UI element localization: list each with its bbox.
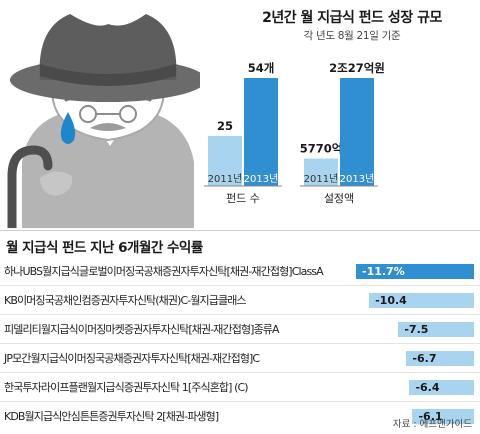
fund-name: KB이머징국공채인컴증권자투자신탁(채권)C-월지급클래스 — [4, 294, 247, 307]
fund-return-bar — [398, 322, 474, 337]
fund-return-value: -7.5 — [404, 323, 429, 336]
tear-drop — [60, 112, 76, 144]
bar-1-1 — [340, 78, 374, 186]
data-label-0-0: 25 — [217, 119, 233, 133]
fund-row: 하나UBS월지급식글로벌이머징국공채증권자투자신탁[채권-재간접형]ClassA… — [0, 256, 480, 286]
data-label-1-0: 5770억 — [300, 142, 343, 156]
chart-title: 2년간 월 지급식 펀드 성장 규모 — [262, 10, 442, 26]
data-label-1-1: 2조27억원 — [329, 61, 385, 75]
bar-1-0 — [304, 158, 338, 186]
fund-return-bar — [409, 380, 474, 395]
fund-row: KDB월지급식안심튼튼증권투자신탁 2[채권-파생형] -6.1 — [0, 401, 480, 431]
fund-name: 하나UBS월지급식글로벌이머징국공채증권자투자신탁[채권-재간접형]ClassA — [4, 265, 324, 278]
bar-0-0 — [208, 136, 242, 186]
hand-shape — [40, 171, 73, 196]
chart-subtitle: 각 년도 8월 21일 기준 — [303, 30, 401, 42]
fund-row: 한국투자라이프플랜월지급식증권투자신탁 1[주식혼합] (C) -6.4 — [0, 372, 480, 402]
fund-row: JP모간월지급식이머징국공채증권자투자신탁[채권-재간접형]C -6.7 — [0, 343, 480, 373]
fund-row: KB이머징국공채인컴증권자투자신탁(채권)C-월지급클래스 -10.4 — [0, 285, 480, 315]
series-label-0-1: 2013년 — [244, 173, 279, 185]
fund-return-value: -10.4 — [375, 294, 407, 307]
fund-row: 피델리티월지급식이머징마켓증권자투자신탁[채권-재간접형]종류A -7.5 — [0, 314, 480, 344]
fund-return-value: -11.7% — [362, 265, 405, 278]
series-label-1-1: 2013년 — [340, 173, 375, 185]
sad-man-illustration — [7, 14, 200, 228]
row-divider — [0, 343, 480, 344]
fund-return-value: -6.1 — [418, 410, 443, 423]
hat-band — [40, 64, 176, 86]
row-divider — [0, 314, 480, 315]
row-divider — [0, 372, 480, 373]
returns-title: 월 지급식 펀드 지난 6개월간 수익률 — [6, 240, 203, 256]
row-divider — [0, 285, 480, 286]
cane-shape — [7, 145, 53, 228]
fund-return-bar — [406, 351, 474, 366]
series-label-0-0: 2011년 — [208, 173, 243, 185]
fund-name: 피델리티월지급식이머징마켓증권자투자신탁[채권-재간접형]종류A — [4, 323, 280, 336]
category-label-1: 설정액 — [324, 192, 354, 205]
fund-return-value: -6.4 — [415, 381, 440, 394]
fund-return-value: -6.7 — [412, 352, 437, 365]
bar-0-1 — [244, 78, 278, 186]
fund-return-bar — [369, 293, 474, 308]
source-note: 자료 : 에프앤가이드 — [392, 419, 472, 430]
section-divider — [0, 230, 480, 231]
hat-crown — [39, 14, 177, 80]
fund-return-bar — [356, 264, 474, 279]
row-divider — [0, 401, 480, 402]
fund-name: JP모간월지급식이머징국공채증권자투자신탁[채권-재간접형]C — [4, 352, 260, 365]
data-label-0-1: 54개 — [248, 61, 275, 75]
series-label-1-0: 2011년 — [304, 173, 339, 185]
category-label-0: 펀드 수 — [226, 192, 260, 205]
mustache-shape — [90, 123, 126, 131]
fund-return-bar — [412, 409, 474, 424]
fund-name: KDB월지급식안심튼튼증권투자신탁 2[채권-파생형] — [4, 410, 219, 423]
fund-name: 한국투자라이프플랜월지급식증권투자신탁 1[주식혼합] (C) — [4, 381, 249, 394]
